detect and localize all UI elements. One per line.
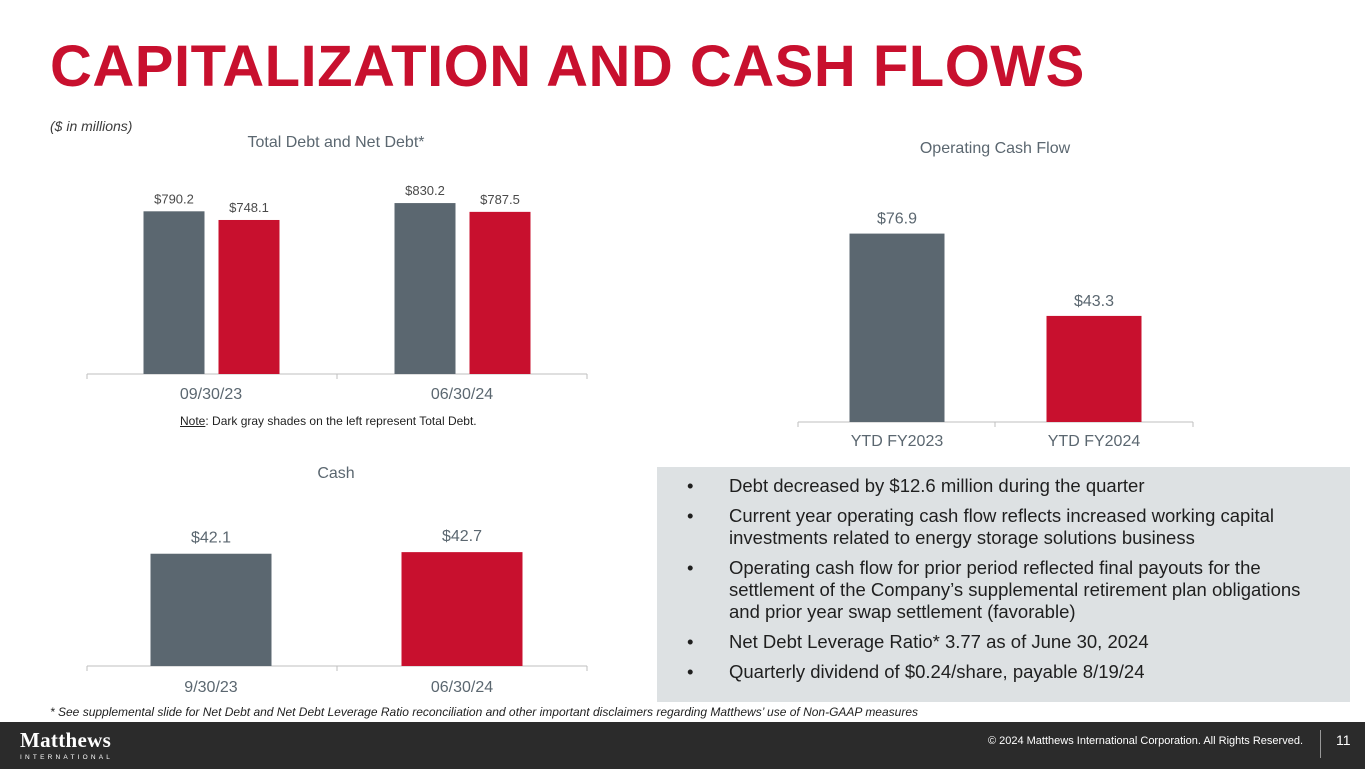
bullet-symbol: • bbox=[687, 505, 694, 526]
footer-bar: Matthews INTERNATIONAL © 2024 Matthews I… bbox=[0, 722, 1365, 769]
debt-chart-bar bbox=[218, 219, 280, 374]
cash-chart-category-label: 06/30/24 bbox=[431, 679, 493, 696]
ocf-chart-title: Operating Cash Flow bbox=[919, 140, 1071, 157]
cash-chart-data-label: $42.1 bbox=[191, 530, 231, 547]
bullet-text: Debt decreased by $12.6 million during t… bbox=[729, 475, 1145, 496]
matthews-logo: Matthews INTERNATIONAL bbox=[20, 728, 113, 761]
cash-chart-category-label: 9/30/23 bbox=[184, 679, 237, 696]
bullet-text: Operating cash flow for prior period ref… bbox=[729, 557, 1301, 622]
debt-chart-category-label: 09/30/23 bbox=[180, 386, 242, 403]
debt-chart-title: Total Debt and Net Debt* bbox=[247, 134, 425, 151]
copyright-text: © 2024 Matthews International Corporatio… bbox=[987, 735, 1303, 747]
ocf-chart-bar bbox=[849, 233, 945, 422]
cash-chart-bar bbox=[401, 552, 523, 666]
note-text: : Dark gray shades on the left represent… bbox=[205, 414, 477, 428]
bullet-symbol: • bbox=[687, 631, 694, 652]
bullet-text: Quarterly dividend of $0.24/share, payab… bbox=[729, 661, 1145, 682]
debt-chart-data-label: $830.2 bbox=[405, 183, 445, 198]
footnote: * See supplemental slide for Net Debt an… bbox=[50, 705, 919, 719]
debt-chart-bar bbox=[394, 203, 456, 374]
cash-chart-title: Cash bbox=[317, 465, 355, 482]
footer-divider bbox=[1320, 730, 1321, 758]
bullet-symbol: • bbox=[687, 475, 694, 496]
bullet-item: • Current year operating cash flow reflec… bbox=[687, 505, 1330, 549]
ocf-chart-data-label: $76.9 bbox=[877, 211, 917, 228]
cash-chart-data-label: $42.7 bbox=[442, 528, 482, 545]
page-number: 11 bbox=[1336, 732, 1351, 748]
debt-chart-note: Note: Dark gray shades on the left repre… bbox=[180, 414, 477, 428]
debt-chart-data-label: $787.5 bbox=[480, 192, 520, 207]
debt-chart-data-label: $790.2 bbox=[154, 191, 194, 206]
bullet-symbol: • bbox=[687, 661, 694, 682]
bullet-item: • Debt decreased by $12.6 million during … bbox=[687, 475, 1330, 497]
ocf-chart-category-label: YTD FY2023 bbox=[851, 433, 944, 450]
bullet-item: • Quarterly dividend of $0.24/share, paya… bbox=[687, 661, 1330, 683]
units-note: ($ in millions) bbox=[50, 118, 133, 134]
bullet-item: • Operating cash flow for prior period re… bbox=[687, 557, 1330, 623]
ocf-chart-category-label: YTD FY2024 bbox=[1048, 433, 1141, 450]
bullet-text: Current year operating cash flow reflect… bbox=[729, 505, 1274, 548]
debt-chart-bar bbox=[143, 211, 205, 374]
key-points-panel: • Debt decreased by $12.6 million during … bbox=[657, 467, 1350, 702]
cash-chart-bar bbox=[150, 553, 272, 666]
debt-chart-bar bbox=[469, 211, 531, 374]
ocf-chart-data-label: $43.3 bbox=[1074, 293, 1114, 310]
bullet-text: Net Debt Leverage Ratio* 3.77 as of June… bbox=[729, 631, 1149, 652]
logo-name: Matthews bbox=[20, 728, 112, 752]
note-label: Note bbox=[180, 414, 206, 428]
bullet-item: • Net Debt Leverage Ratio* 3.77 as of Jun… bbox=[687, 631, 1330, 653]
ocf-chart-bar bbox=[1046, 315, 1142, 422]
bullet-symbol: • bbox=[687, 557, 694, 578]
logo-subtitle: INTERNATIONAL bbox=[20, 754, 114, 761]
page-title: CAPITALIZATION AND CASH FLOWS bbox=[50, 34, 1085, 99]
debt-chart-data-label: $748.1 bbox=[229, 200, 269, 215]
debt-chart-category-label: 06/30/24 bbox=[431, 386, 493, 403]
